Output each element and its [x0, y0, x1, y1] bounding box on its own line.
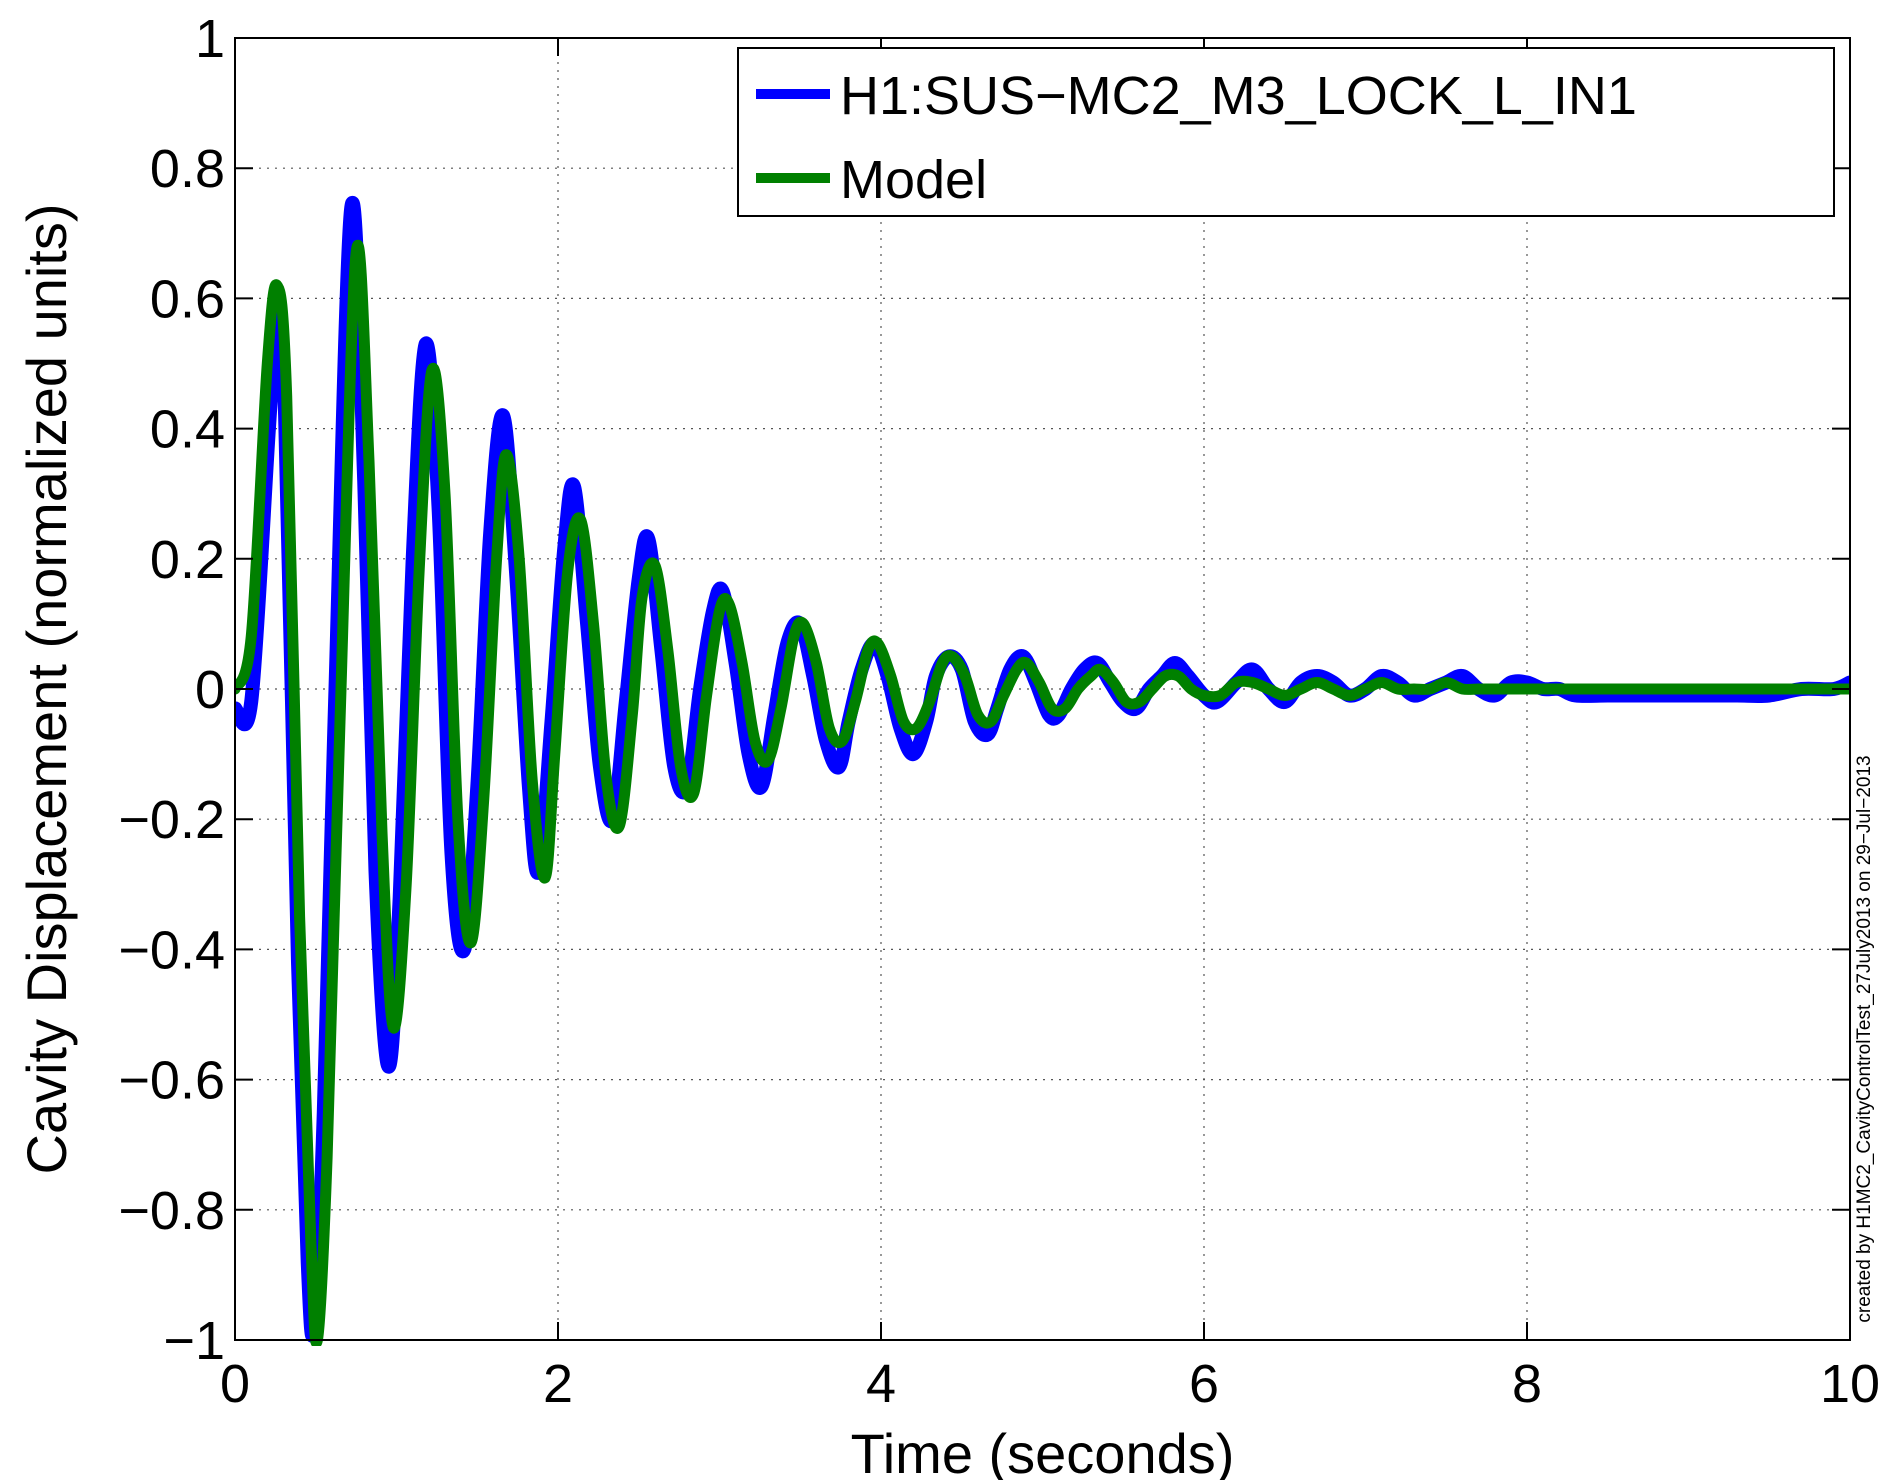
legend-label-measured: H1:SUS−MC2_M3_LOCK_L_IN1 [840, 66, 1637, 126]
legend-label-model: Model [840, 150, 987, 210]
x-tick-label: 8 [1512, 1354, 1542, 1414]
x-axis-label: Time (seconds) [851, 1422, 1235, 1480]
x-tick-label: 4 [866, 1354, 896, 1414]
x-tick-label: 10 [1820, 1354, 1880, 1414]
y-tick-label: 0 [195, 660, 225, 720]
y-tick-label: 1 [195, 9, 225, 69]
y-axis-label: Cavity Displacement (normalized units) [15, 203, 78, 1174]
y-tick-label: 0.4 [150, 400, 225, 460]
y-tick-label: 0.6 [150, 269, 225, 329]
y-tick-label: −0.4 [118, 920, 225, 980]
x-tick-label: 6 [1189, 1354, 1219, 1414]
y-tick-label: −1 [163, 1311, 225, 1371]
y-tick-label: −0.2 [118, 790, 225, 850]
x-tick-label: 2 [543, 1354, 573, 1414]
tick-labels: 0 2 4 6 8 10 −1 −0.8 −0.6 −0.4 −0.2 0 0.2 0.4 0.6 0.8 1 [118, 9, 1880, 1414]
y-tick-label: −0.8 [118, 1181, 225, 1241]
credit-annotation: created by H1MC2_CavityControlTest_27Jul… [1854, 755, 1875, 1322]
series-line-model [235, 239, 1850, 1346]
x-tick-label: 0 [220, 1354, 250, 1414]
plot-area [235, 196, 1850, 1346]
legend: H1:SUS−MC2_M3_LOCK_L_IN1 Model [737, 47, 1835, 217]
legend-box [737, 47, 1835, 217]
y-tick-label: 0.2 [150, 530, 225, 590]
y-tick-label: 0.8 [150, 139, 225, 199]
y-tick-label: −0.6 [118, 1051, 225, 1111]
